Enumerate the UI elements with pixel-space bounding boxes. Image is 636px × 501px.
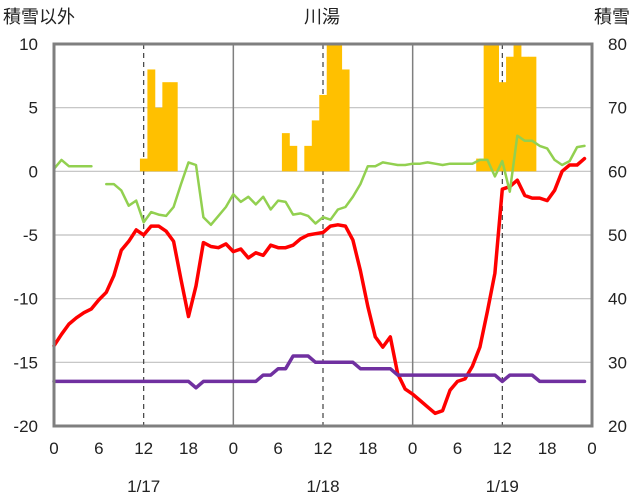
right-y-tick-label: 80 <box>608 35 627 54</box>
precip-bar <box>139 158 148 172</box>
precip-bar <box>326 44 335 172</box>
temperature-line <box>52 156 587 416</box>
right-axis-label: 積雪 <box>594 7 630 27</box>
precipitation-bars <box>139 44 537 172</box>
date-label: 1/17 <box>127 477 160 496</box>
precip-bar <box>513 44 522 172</box>
x-tick-label: 12 <box>493 439 512 458</box>
x-tick-label: 18 <box>179 439 198 458</box>
x-tick-label: 12 <box>134 439 153 458</box>
x-tick-label: 6 <box>273 439 282 458</box>
x-tick-label: 18 <box>538 439 557 458</box>
left-y-tick-label: -20 <box>13 417 38 436</box>
precip-bar <box>498 82 507 172</box>
x-tick-label: 18 <box>358 439 377 458</box>
wind_speed-line <box>52 158 93 171</box>
x-tick-label: 0 <box>587 439 596 458</box>
right-y-tick-label: 30 <box>608 353 627 372</box>
precip-bar <box>483 44 492 172</box>
right-y-tick-label: 70 <box>608 99 627 118</box>
x-tick-label: 6 <box>453 439 462 458</box>
right-y-tick-label: 20 <box>608 417 627 436</box>
precip-bar <box>491 44 499 172</box>
x-tick-label: 12 <box>314 439 333 458</box>
left-y-tick-label: 5 <box>29 99 38 118</box>
snow_depth-line <box>52 354 587 390</box>
left-y-tick-label: 10 <box>19 35 38 54</box>
series-lines <box>52 134 587 416</box>
x-tick-label: 0 <box>408 439 417 458</box>
date-label: 1/18 <box>306 477 339 496</box>
left-y-tick-label: 0 <box>29 162 38 181</box>
precip-bar <box>528 56 537 172</box>
precip-bar <box>521 56 529 172</box>
left-axis-label: 積雪以外 <box>3 7 75 27</box>
left-y-tick-label: -10 <box>13 290 38 309</box>
chart-title: 川湯 <box>304 7 340 27</box>
x-tick-label: 6 <box>94 439 103 458</box>
wind_speed-line <box>105 134 586 227</box>
precip-bar <box>281 133 290 172</box>
x-tick-label: 0 <box>229 439 238 458</box>
left-y-tick-label: -5 <box>23 226 38 245</box>
precip-bar <box>311 120 320 172</box>
precip-bar <box>476 158 485 172</box>
precip-bar <box>506 56 514 172</box>
x-tick-label: 0 <box>49 439 58 458</box>
right-y-tick-label: 50 <box>608 226 627 245</box>
date-label: 1/19 <box>486 477 519 496</box>
left-y-tick-label: -15 <box>13 353 38 372</box>
precip-bar <box>162 82 171 172</box>
precip-bar <box>341 69 350 172</box>
precip-bar <box>147 69 156 172</box>
plot-frame <box>52 42 594 428</box>
precip-bar <box>169 82 178 172</box>
precip-bar <box>289 145 298 172</box>
precip-bar <box>319 94 328 172</box>
precip-bar <box>304 145 313 172</box>
right-y-tick-label: 60 <box>608 162 627 181</box>
right-y-tick-label: 40 <box>608 290 627 309</box>
precip-bar <box>154 107 163 172</box>
precip-bar <box>334 44 343 172</box>
